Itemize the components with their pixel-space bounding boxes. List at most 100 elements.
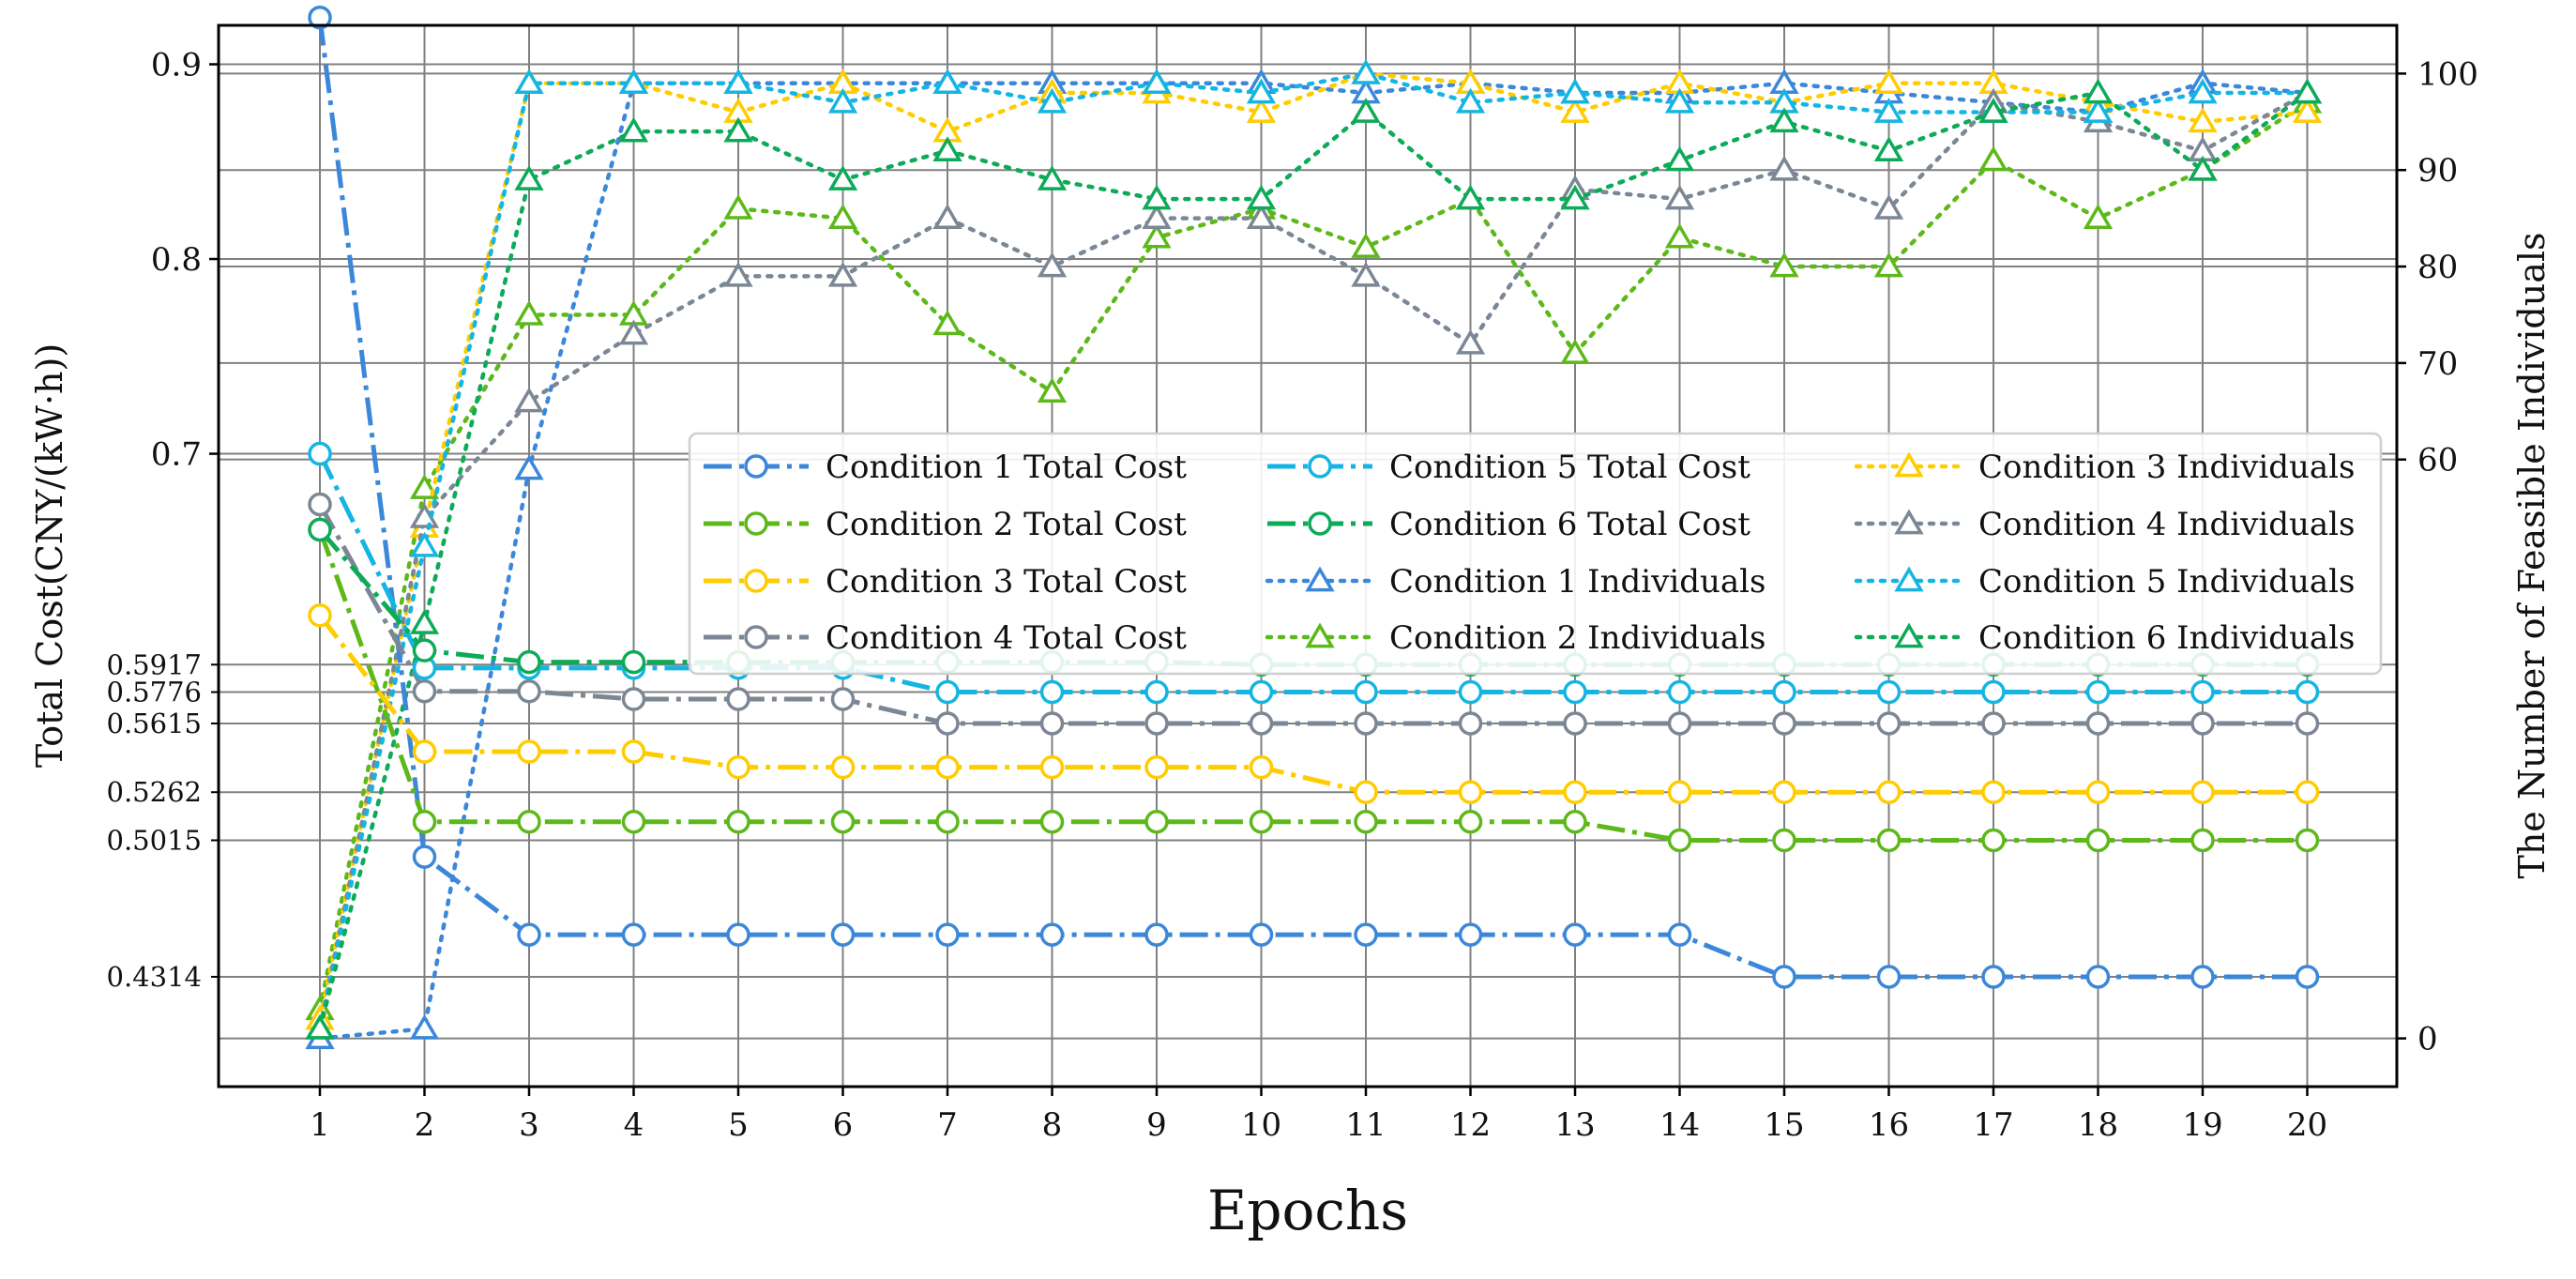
- data-point-circle: [1563, 679, 1587, 705]
- data-point-triangle: [1037, 87, 1068, 114]
- data-point-triangle: [1560, 78, 1590, 104]
- data-point-circle: [1981, 828, 2006, 853]
- data-point-circle: [1249, 922, 1274, 947]
- legend-entry: Condition 4 Total Cost: [704, 619, 1187, 657]
- data-point-circle: [830, 922, 856, 947]
- data-point-triangle: [2188, 155, 2218, 181]
- legend-label: Condition 5 Total Cost: [1389, 449, 1750, 486]
- data-point-triangle: [723, 69, 753, 95]
- x-tick-label: 10: [1241, 1106, 1281, 1144]
- legend-swatch-marker: [1305, 566, 1335, 592]
- data-point-circle: [1354, 922, 1378, 947]
- data-point-circle: [1981, 965, 2006, 989]
- data-point-triangle: [1142, 204, 1172, 229]
- data-point-triangle: [1978, 145, 2008, 172]
- series-condition-6-individuals: [305, 78, 2323, 1040]
- data-point-triangle: [827, 87, 858, 114]
- legend: Condition 1 Total Cost Condition 2 Total …: [688, 432, 2383, 676]
- x-tick-label: 8: [1042, 1106, 1063, 1144]
- data-point-circle: [308, 517, 332, 542]
- y-right-tick-label: 90: [2417, 152, 2458, 190]
- data-point-triangle: [1246, 78, 1277, 104]
- data-point-triangle: [1037, 165, 1068, 190]
- data-point-triangle: [1142, 184, 1172, 210]
- data-point-triangle: [932, 310, 962, 336]
- x-tick-label: 12: [1450, 1106, 1491, 1144]
- legend-label: Condition 2 Total Cost: [826, 506, 1187, 543]
- x-tick-label: 16: [1869, 1106, 1909, 1144]
- plot-frame: [217, 23, 2399, 1089]
- data-point-circle: [935, 922, 960, 947]
- x-tick-label: 4: [624, 1106, 644, 1144]
- data-point-triangle: [1664, 145, 1695, 172]
- data-point-circle: [1772, 965, 1796, 989]
- legend-entry: Condition 1 Total Cost: [704, 449, 1187, 486]
- legend-entry: Condition 5 Individuals: [1854, 563, 2355, 601]
- data-point-triangle: [514, 299, 544, 326]
- x-tick-label: 14: [1659, 1106, 1700, 1144]
- legend-entry: Condition 6 Total Cost: [1267, 506, 1750, 543]
- data-point-circle: [935, 711, 960, 736]
- data-point-circle: [1667, 711, 1692, 736]
- data-point-triangle: [723, 261, 753, 287]
- data-point-triangle: [305, 1013, 335, 1040]
- data-point-circle: [1667, 922, 1692, 947]
- data-point-circle: [1458, 810, 1483, 834]
- legend-swatch-marker: [1894, 566, 1924, 592]
- legend-label: Condition 6 Individuals: [1978, 619, 2355, 657]
- data-point-circle: [412, 810, 437, 834]
- legend-label: Condition 2 Individuals: [1389, 619, 1765, 657]
- data-point-triangle: [827, 204, 858, 229]
- x-axis-title: Epochs: [1207, 1179, 1408, 1242]
- series-line: [317, 17, 2308, 980]
- data-point-triangle: [514, 165, 544, 190]
- data-point-circle: [621, 687, 646, 711]
- data-point-triangle: [1560, 339, 1590, 364]
- x-tick-label: 7: [937, 1106, 958, 1144]
- data-point-circle: [412, 739, 437, 764]
- data-point-triangle: [2083, 204, 2114, 229]
- data-point-triangle: [932, 204, 962, 229]
- data-point-triangle: [1873, 193, 1904, 220]
- data-point-triangle: [1351, 233, 1381, 258]
- data-point-triangle: [618, 319, 649, 345]
- series-condition-3-total-cost: [308, 603, 2320, 804]
- data-point-circle: [621, 922, 646, 947]
- data-point-circle: [935, 810, 960, 834]
- data-point-triangle: [932, 136, 962, 162]
- data-point-triangle: [2292, 98, 2323, 123]
- data-point-triangle: [1037, 251, 1068, 278]
- data-point-triangle: [1246, 204, 1277, 229]
- data-point-circle: [1144, 679, 1169, 705]
- data-point-triangle: [618, 116, 649, 143]
- data-point-circle: [1144, 922, 1169, 947]
- data-point-circle: [830, 810, 856, 834]
- data-point-triangle: [409, 474, 440, 499]
- data-point-triangle: [1873, 136, 1904, 162]
- x-tick-label: 2: [415, 1106, 435, 1144]
- data-point-triangle: [1873, 98, 1904, 123]
- series-line: [317, 452, 2308, 695]
- x-tick-label: 9: [1146, 1106, 1167, 1144]
- data-point-circle: [1249, 679, 1274, 705]
- series-line: [317, 71, 2310, 1022]
- data-point-triangle: [2188, 107, 2218, 133]
- legend-swatch-marker: [744, 569, 768, 593]
- data-point-circle: [517, 810, 541, 834]
- data-point-circle: [1981, 679, 2006, 705]
- legend-label: Condition 6 Total Cost: [1389, 506, 1750, 543]
- series-line: [317, 528, 2308, 843]
- data-point-circle: [1667, 679, 1692, 705]
- y-right-tick-label: 80: [2417, 249, 2458, 286]
- data-point-circle: [1772, 780, 1796, 804]
- y-right-tick-label: 100: [2417, 55, 2478, 93]
- data-point-circle: [517, 739, 541, 764]
- data-point-circle: [2295, 965, 2320, 989]
- legend-label: Condition 3 Total Cost: [826, 563, 1187, 601]
- data-point-circle: [1772, 679, 1796, 705]
- data-point-circle: [1458, 780, 1483, 804]
- data-point-circle: [935, 754, 960, 780]
- data-point-triangle: [409, 608, 440, 634]
- series-line: [318, 614, 2308, 795]
